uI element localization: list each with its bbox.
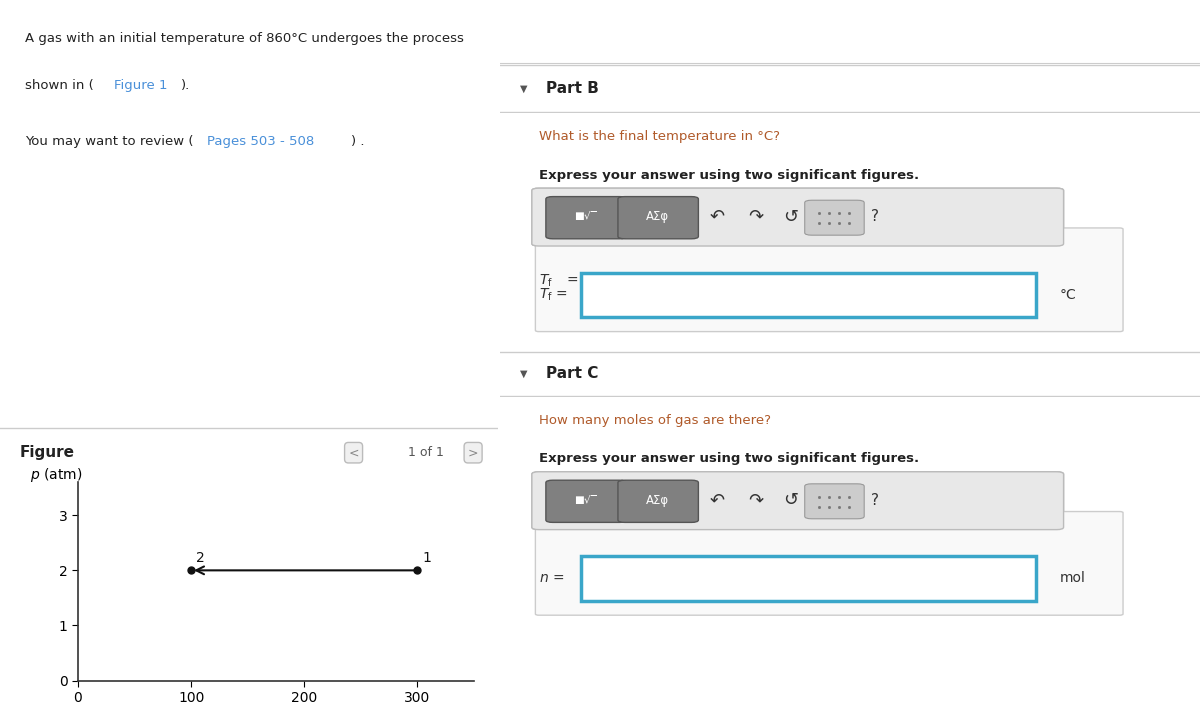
Text: ▼: ▼ xyxy=(520,84,528,94)
Text: °C: °C xyxy=(1060,288,1076,302)
Text: ↷: ↷ xyxy=(748,491,763,509)
Text: You may want to review (: You may want to review ( xyxy=(25,135,193,148)
Text: $T_\mathrm{f}$ =: $T_\mathrm{f}$ = xyxy=(539,286,568,303)
Bar xyxy=(581,556,1036,601)
Text: ↶: ↶ xyxy=(709,491,725,509)
Text: 2: 2 xyxy=(196,551,204,565)
Text: What is the final temperature in °C?: What is the final temperature in °C? xyxy=(539,130,780,143)
FancyBboxPatch shape xyxy=(535,228,1123,332)
Text: Express your answer using two significant figures.: Express your answer using two significan… xyxy=(539,169,919,182)
Text: ?: ? xyxy=(871,493,878,508)
Text: ▼: ▼ xyxy=(520,369,528,379)
Text: >: > xyxy=(468,446,479,459)
Text: $n$ =: $n$ = xyxy=(539,571,564,586)
Text: ↺: ↺ xyxy=(784,491,798,509)
Text: ↶: ↶ xyxy=(709,208,725,225)
Text: ) .: ) . xyxy=(352,135,365,148)
Text: =: = xyxy=(566,274,578,288)
Text: $\it{p}\ \mathrm{(atm)}$: $\it{p}\ \mathrm{(atm)}$ xyxy=(30,467,83,484)
Text: shown in (: shown in ( xyxy=(25,79,94,92)
Text: ).: ). xyxy=(181,79,190,92)
Text: Figure 1: Figure 1 xyxy=(114,79,167,92)
Text: <: < xyxy=(348,446,359,459)
FancyBboxPatch shape xyxy=(546,196,626,239)
Text: ↷: ↷ xyxy=(748,208,763,225)
Text: Part C: Part C xyxy=(546,367,599,381)
Text: AΣφ: AΣφ xyxy=(647,493,670,507)
FancyBboxPatch shape xyxy=(805,200,864,235)
Text: Pages 503 - 508: Pages 503 - 508 xyxy=(206,135,314,148)
FancyBboxPatch shape xyxy=(532,188,1063,246)
Text: $\blacksquare\sqrt{\,}$: $\blacksquare\sqrt{\,}$ xyxy=(575,493,598,507)
Text: AΣφ: AΣφ xyxy=(647,210,670,223)
Text: A gas with an initial temperature of 860°C undergoes the process: A gas with an initial temperature of 860… xyxy=(25,32,463,45)
Text: How many moles of gas are there?: How many moles of gas are there? xyxy=(539,414,770,427)
FancyBboxPatch shape xyxy=(805,484,864,519)
Text: Part B: Part B xyxy=(546,81,599,96)
Text: mol: mol xyxy=(1060,571,1086,586)
Text: 1 of 1: 1 of 1 xyxy=(408,446,444,459)
FancyBboxPatch shape xyxy=(532,471,1063,530)
Text: $T_\mathrm{f}$: $T_\mathrm{f}$ xyxy=(539,273,553,289)
Bar xyxy=(581,272,1036,317)
FancyBboxPatch shape xyxy=(546,480,626,523)
Text: $\blacksquare\sqrt{\,}$: $\blacksquare\sqrt{\,}$ xyxy=(575,210,598,223)
Text: ?: ? xyxy=(871,209,878,224)
FancyBboxPatch shape xyxy=(535,512,1123,615)
FancyBboxPatch shape xyxy=(618,196,698,239)
Text: Figure: Figure xyxy=(20,445,74,460)
FancyBboxPatch shape xyxy=(618,480,698,523)
Text: ↺: ↺ xyxy=(784,208,798,225)
Text: 1: 1 xyxy=(422,551,431,565)
Text: Express your answer using two significant figures.: Express your answer using two significan… xyxy=(539,452,919,466)
